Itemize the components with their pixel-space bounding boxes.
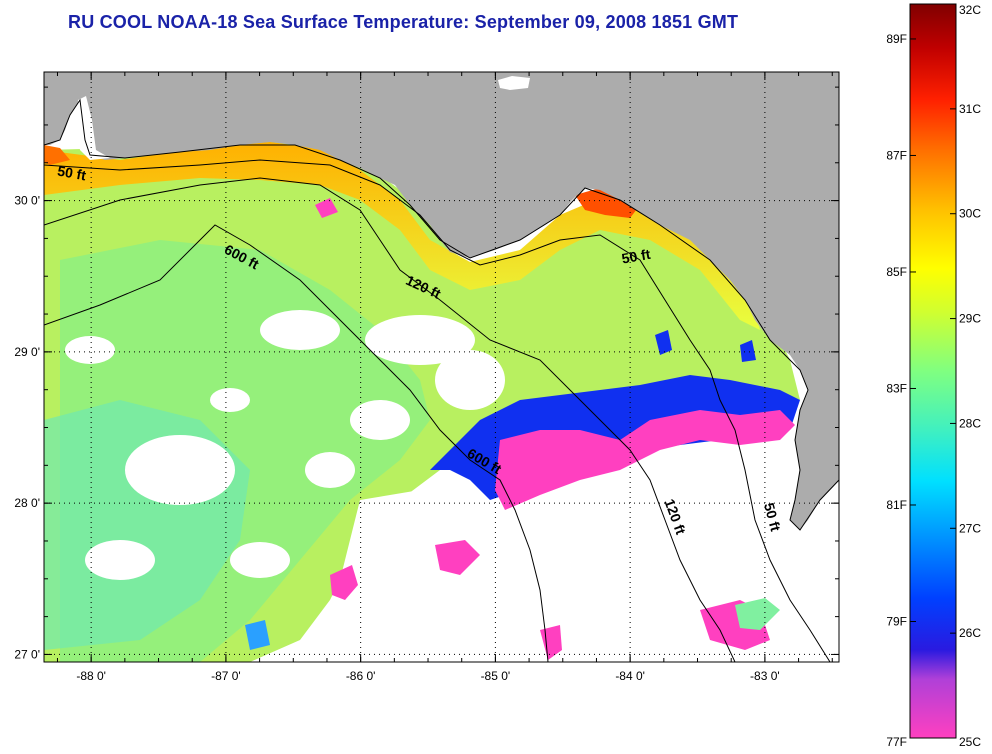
colorbar-ticks: 32C 31C 30C 29C 28C 27C 26C 25C 89F 87F 85F 83F 81F 7… — [886, 3, 981, 749]
x-tick-label: -87 0' — [211, 669, 241, 683]
map-frame — [43, 71, 840, 663]
cloud-south — [330, 420, 839, 662]
colorbar-label-c: 31C — [959, 102, 981, 116]
colorbar-label-c: 29C — [959, 312, 981, 326]
contour-label: 50 ft — [56, 163, 87, 184]
colorbar-label-f: 77F — [886, 735, 907, 749]
y-tick-label: 28 0' — [14, 496, 40, 510]
y-tick-label: 30 0' — [14, 194, 40, 208]
x-tick-label: -88 0' — [76, 669, 106, 683]
mobile-bay — [76, 96, 110, 160]
contour-120ft — [44, 177, 736, 662]
y-tick-label: 27 0' — [14, 647, 40, 661]
bathymetry-contours — [44, 159, 831, 662]
contour-50ft — [44, 159, 831, 662]
contour-label: 50 ft — [620, 246, 651, 267]
x-tick-label: -85 0' — [481, 669, 511, 683]
sst-cold-patches — [245, 198, 800, 660]
sst-coastal-warm — [44, 142, 760, 330]
colorbar-label-f: 83F — [886, 381, 907, 395]
x-axis: -88 0' -87 0' -86 0' -85 0' -84 0' -83 0' — [56, 72, 833, 683]
colorbar-label-c: 27C — [959, 521, 981, 535]
contour-600ft — [44, 224, 549, 662]
x-tick-label: -83 0' — [750, 669, 780, 683]
cloud-gaps — [65, 310, 505, 580]
colorbar-label-f: 85F — [886, 265, 907, 279]
contour-label: 50 ft — [761, 501, 784, 533]
map-area — [44, 72, 839, 662]
x-tick-label: -84 0' — [615, 669, 645, 683]
colorbar-label-f: 87F — [886, 148, 907, 162]
colorbar — [909, 3, 957, 739]
land-mass — [44, 72, 839, 530]
colorbar-label-c: 30C — [959, 207, 981, 221]
map-title: RU COOL NOAA-18 Sea Surface Temperature:… — [68, 12, 739, 32]
inland-lake — [498, 76, 530, 90]
y-axis: 30 0' 29 0' 28 0' 27 0' — [14, 86, 839, 661]
x-tick-label: -86 0' — [346, 669, 376, 683]
grid-lines — [44, 72, 839, 662]
colorbar-label-c: 28C — [959, 416, 981, 430]
colorbar-label-c: 32C — [959, 3, 981, 17]
colorbar-label-f: 89F — [886, 32, 907, 46]
coastline — [44, 98, 839, 531]
colorbar-label-f: 81F — [886, 498, 907, 512]
colorbar-label-f: 79F — [886, 614, 907, 628]
colorbar-label-c: 26C — [959, 626, 981, 640]
y-tick-label: 29 0' — [14, 345, 40, 359]
sst-hot-spot-far-west — [44, 145, 70, 165]
colorbar-label-c: 25C — [959, 735, 981, 749]
